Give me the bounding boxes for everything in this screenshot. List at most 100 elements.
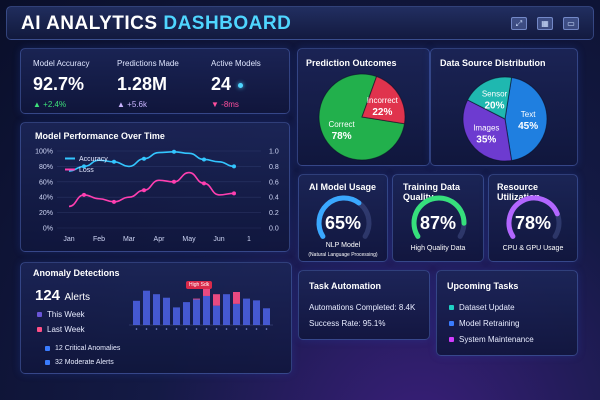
tick-dot: [215, 328, 218, 330]
prediction-outcomes-panel: Prediction Outcomes Correct 78% Incorrect 2…: [297, 48, 430, 166]
pie-slice-incorrect: [361, 75, 406, 125]
gauge-panel-quality[interactable]: Training Data Quality 87% High Quality D…: [392, 174, 484, 262]
y-tick-left: 80%: [39, 164, 53, 171]
data-point: [112, 199, 116, 204]
kpi-model-accuracy[interactable]: Model Accuracy 92.7% ▲ +2.4%: [33, 59, 89, 109]
kpi-value: 24: [211, 74, 261, 95]
gauge-fill: [411, 195, 467, 239]
live-dot-icon: [238, 82, 244, 88]
automations-completed: Automations Completed: 8.4K: [309, 303, 416, 312]
kpi-delta: ▲ +5.6k: [117, 100, 147, 109]
y-tick-right: 1.0: [269, 149, 279, 156]
pie-slice-images: [462, 99, 513, 162]
data-point: [232, 164, 236, 169]
bar-this-week: [243, 298, 250, 325]
kpi-delta: ▼ -8ms: [211, 100, 239, 109]
slice-label: Text: [521, 110, 536, 119]
y-tick-left: 40%: [39, 195, 53, 202]
bar-this-week: [143, 290, 150, 325]
x-tick: Mar: [123, 236, 136, 243]
arrow-up-icon: ▲: [117, 100, 125, 109]
tick-dot: [255, 328, 258, 330]
bar-last-week: [203, 286, 210, 296]
performance-chart[interactable]: 100% 1.0 80% 0.8 60% 0.6 40% 0.4 20% 0.2 0% 0.0 Jan F…: [21, 123, 289, 251]
bullet-icon: [449, 321, 454, 326]
slice-label: Incorrect: [367, 96, 399, 105]
task-item[interactable]: Dataset Update: [449, 303, 515, 312]
gauge-caption: CPU & GPU Usage: [502, 245, 564, 252]
tick-dot: [175, 328, 178, 330]
bar-this-week: [183, 302, 190, 325]
legend-label: Accuracy: [79, 156, 108, 163]
tick-dot: [195, 328, 198, 330]
arrow-up-icon: ▲: [33, 100, 41, 109]
grid-icon[interactable]: ▦: [537, 17, 553, 30]
upcoming-tasks-title: Upcoming Tasks: [447, 281, 519, 291]
task-automation-panel: Task Automation Automations Completed: 8…: [298, 270, 430, 340]
y-tick-left: 60%: [39, 179, 53, 186]
pie-slice-text: [504, 76, 548, 162]
performance-title: Model Performance Over Time: [35, 131, 165, 141]
data-point: [82, 192, 86, 197]
tick-dot: [185, 328, 188, 330]
dashboard-header: AI ANALYTICS DASHBOARD ⤢ ▦ ▭: [6, 6, 594, 40]
bar-this-week: [263, 308, 270, 325]
x-tick: Feb: [93, 236, 105, 243]
gauge-subcaption: (Natural Language Processing): [308, 252, 378, 258]
expand-icon[interactable]: ⤢: [511, 17, 527, 30]
slice-value: 45%: [518, 121, 538, 132]
x-tick: 1: [247, 236, 251, 243]
slice-label: Correct: [329, 120, 356, 129]
bar-this-week: [133, 300, 140, 325]
slice-value: 35%: [476, 135, 496, 146]
slice-value: 78%: [332, 131, 352, 142]
window-icon[interactable]: ▭: [563, 17, 579, 30]
anomaly-chart[interactable]: [21, 263, 291, 373]
data-point: [202, 181, 206, 186]
data-source-title: Data Source Distribution: [440, 58, 546, 68]
arrow-down-icon: ▼: [211, 100, 219, 109]
bar-this-week: [173, 307, 180, 325]
anomaly-moderate[interactable]: 32 Moderate Alerts: [45, 359, 114, 366]
task-item[interactable]: Model Retraining: [449, 319, 519, 328]
task-item[interactable]: System Maintenance: [449, 335, 534, 344]
prediction-outcomes-title: Prediction Outcomes: [306, 58, 397, 68]
anomaly-title: Anomaly Detections: [33, 268, 120, 278]
y-tick-right: 0.6: [269, 179, 279, 186]
data-point: [142, 156, 146, 161]
gauge-panel-resources[interactable]: Resource Utilization 78% CPU & GPU Usage: [488, 174, 578, 262]
task-automation-title: Task Automation: [309, 281, 382, 291]
series-line-loss: [68, 171, 235, 208]
anomaly-count: 124 Alerts: [35, 287, 91, 304]
bar-this-week: [153, 294, 160, 325]
upcoming-tasks-panel: Upcoming Tasks Dataset Update Model Retr…: [436, 270, 578, 356]
data-source-panel: Data Source Distribution Text 45% Images 35…: [430, 48, 578, 166]
y-tick-left: 100%: [35, 149, 53, 156]
gauge-panel-usage[interactable]: AI Model Usage 65% NLP Model (Natural La…: [298, 174, 388, 262]
gauge-caption: NLP Model: [325, 242, 361, 249]
data-source-chart[interactable]: Text 45% Images 35% Sensor 20%: [431, 49, 577, 165]
bar-this-week: [213, 305, 220, 325]
kpi-label: Model Accuracy: [33, 59, 90, 68]
bullet-icon: [449, 337, 454, 342]
y-tick-right: 0.8: [269, 164, 279, 171]
bar-this-week: [233, 303, 240, 325]
x-tick: Apr: [154, 236, 166, 243]
gauge-title: AI Model Usage: [309, 182, 377, 192]
x-tick: May: [182, 236, 196, 243]
prediction-outcomes-chart[interactable]: Correct 78% Incorrect 22%: [298, 49, 429, 165]
bullet-icon: [449, 305, 454, 310]
tick-dot: [245, 328, 248, 330]
gauge-ring: [411, 195, 467, 239]
data-point: [112, 159, 116, 164]
y-tick-left: 20%: [39, 210, 53, 217]
page-title-accent: DASHBOARD: [163, 13, 292, 34]
bar-this-week: [163, 297, 170, 325]
anomaly-critical[interactable]: 12 Critical Anomalies: [45, 345, 120, 352]
kpi-predictions-made[interactable]: Predictions Made 1.28M ▲ +5.6k: [117, 59, 179, 109]
kpi-active-models[interactable]: Active Models 24 ▼ -8ms: [211, 59, 261, 109]
page-title: AI ANALYTICS DASHBOARD: [21, 13, 291, 35]
legend-swatch: [37, 312, 42, 317]
legend-last-week: Last Week: [37, 325, 85, 334]
slice-value: 22%: [372, 107, 392, 118]
